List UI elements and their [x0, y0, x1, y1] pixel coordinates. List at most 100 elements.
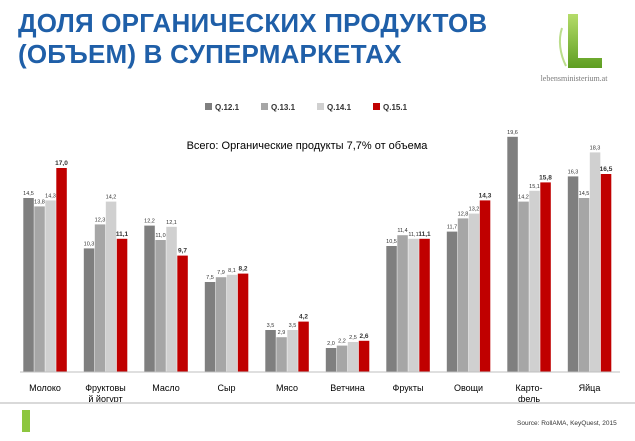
bar [83, 248, 95, 372]
bar-value-label: 16,5 [600, 166, 613, 173]
bar-value-label: 16,3 [568, 169, 579, 175]
bar-value-label: 11,1 [116, 231, 129, 238]
bar-value-label: 7,5 [206, 275, 214, 281]
bar [276, 337, 287, 372]
bar [45, 200, 56, 372]
lebensministerium-logo [516, 6, 626, 78]
chart-annotation: Всего: Органические продукты 7,7% от объ… [187, 140, 429, 152]
source-note: Source: RollAMA, KeyQuest, 2015 [517, 420, 617, 427]
bar [540, 182, 551, 372]
x-tick-label: Молоко [29, 383, 61, 393]
bar [34, 206, 45, 372]
bar-value-label: 2,2 [338, 339, 346, 345]
legend-swatch-q-14-1 [317, 103, 324, 110]
bar [105, 201, 117, 372]
bar [468, 213, 480, 372]
bar [94, 224, 106, 372]
legend-label: Q.14.1 [327, 103, 352, 112]
bar-value-label: 14,3 [479, 192, 492, 199]
legend-label: Q.12.1 [215, 103, 240, 112]
footer-rule [0, 402, 635, 404]
bar-value-label: 14,3 [45, 193, 56, 199]
bar [518, 201, 529, 372]
bar-value-label: 12,3 [95, 217, 106, 223]
bar [265, 330, 276, 372]
x-tick-label: Фрукты [393, 383, 424, 393]
logo-caption: lebensministerium.at [540, 74, 608, 83]
bar [155, 240, 166, 372]
bar [479, 200, 491, 372]
bar [386, 246, 397, 372]
bar [347, 342, 359, 372]
bar [287, 330, 298, 372]
logo-l-icon [558, 14, 602, 68]
bar [204, 282, 216, 372]
bar-value-label: 2,5 [349, 335, 357, 341]
bar-value-label: 11,4 [397, 228, 407, 234]
bar [397, 235, 408, 372]
bar-value-label: 3,5 [289, 323, 297, 329]
bar [578, 198, 590, 372]
x-tick-label: Овощи [454, 383, 483, 393]
bar [600, 174, 612, 372]
bar-value-label: 8,1 [228, 268, 236, 274]
bar-value-label: 15,1 [529, 184, 540, 190]
legend-label: Q.13.1 [271, 103, 296, 112]
bar-value-label: 4,2 [299, 314, 308, 321]
bar-value-label: 3,5 [267, 323, 275, 329]
bar-value-label: 13,8 [34, 199, 45, 205]
bar-chart: Q.12.1 Q.13.1 Q.14.1 Q.15.1 Всего: Органиче… [20, 103, 620, 402]
bar-value-label: 14,5 [23, 191, 34, 197]
chart-legend: Q.12.1 Q.13.1 Q.14.1 Q.15.1 [205, 103, 408, 112]
bar-value-label: 11,0 [155, 233, 165, 239]
legend-swatch-q-13-1 [261, 103, 268, 110]
bar [177, 255, 188, 372]
bar-value-label: 11,1 [418, 231, 431, 238]
bar-value-label: 19,6 [507, 130, 518, 136]
bar [358, 340, 370, 372]
slide-title: ДОЛЯ ОРГАНИЧЕСКИХ ПРОДУКТОВ (ОБЪЕМ) В СУ… [18, 8, 488, 69]
bar-value-label: 17,0 [55, 160, 68, 167]
legend-label: Q.15.1 [383, 103, 408, 112]
bar [567, 176, 579, 372]
bar [507, 136, 518, 372]
bar-value-label: 14,2 [106, 195, 117, 201]
bar [226, 274, 238, 372]
bar [56, 168, 67, 372]
x-axis-labels: Молоко Фруктовы й йогурт Масло Сыр Мясо Ветчин… [29, 383, 600, 402]
bar-value-label: 9,7 [178, 248, 187, 255]
bar [419, 238, 430, 372]
bar-value-label: 8,2 [238, 266, 247, 273]
bar-value-label: 14,2 [518, 195, 529, 201]
bar [23, 198, 34, 372]
bar [529, 190, 540, 372]
bar [589, 152, 601, 372]
bar [457, 218, 469, 372]
bar-value-label: 2,6 [359, 333, 368, 340]
legend-swatch-q-12-1 [205, 103, 212, 110]
bar-value-label: 2,0 [327, 341, 335, 347]
x-tick-label: Масло [152, 383, 179, 393]
bar-value-label: 14,5 [579, 191, 590, 197]
bar [166, 226, 177, 372]
bar-value-label: 18,3 [590, 145, 601, 151]
bar-value-label: 10,3 [84, 241, 95, 247]
x-tick-label: Ветчина [330, 383, 365, 393]
bar [144, 225, 155, 372]
bar-value-label: 12,2 [144, 219, 155, 225]
x-tick-label: Яйца [579, 383, 601, 393]
x-tick-label: Сыр [218, 383, 236, 393]
bar [325, 348, 337, 372]
bar-value-label: 12,8 [458, 211, 469, 217]
bar [298, 321, 309, 372]
bar [116, 238, 128, 372]
bar [408, 238, 419, 372]
bar [237, 273, 249, 372]
chart-bars: 14,513,814,317,010,312,314,211,112,211,0… [23, 130, 613, 372]
bar-value-label: 2,9 [278, 330, 286, 336]
bar-value-label: 11,7 [447, 225, 457, 231]
bar [215, 277, 227, 372]
bar-value-label: 7,9 [217, 270, 225, 276]
footer-accent [22, 410, 30, 432]
